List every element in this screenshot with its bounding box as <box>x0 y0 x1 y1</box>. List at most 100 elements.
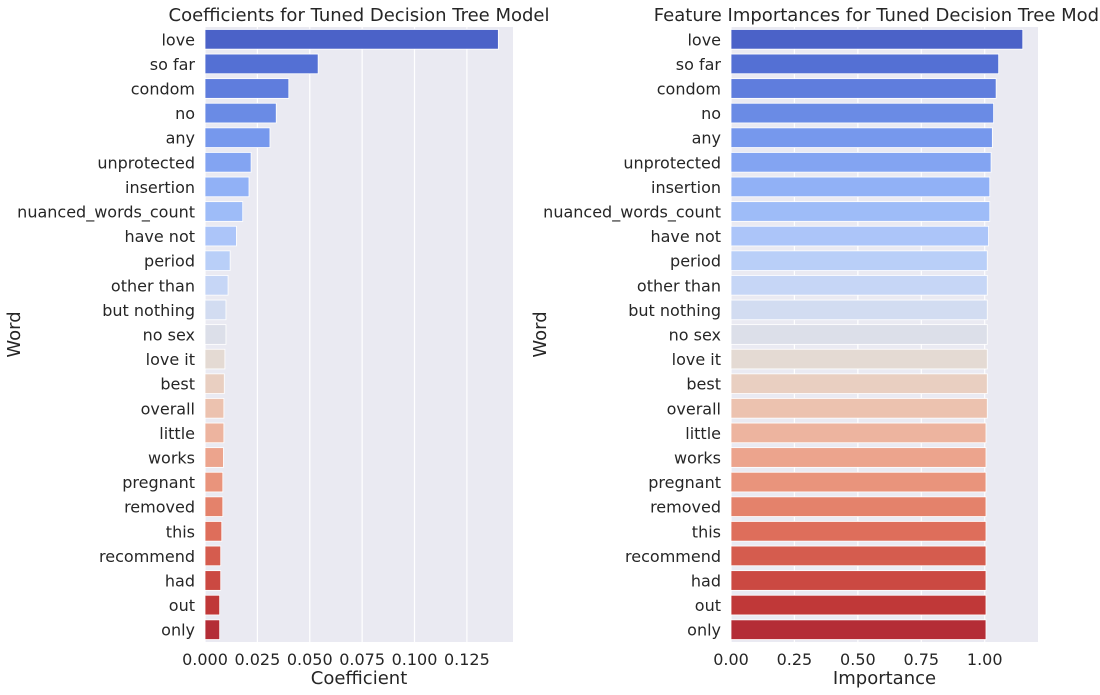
bar <box>204 447 224 468</box>
bar <box>730 53 1000 75</box>
word-label: no <box>175 104 195 123</box>
word-label: recommend <box>99 547 195 566</box>
bar <box>204 619 221 640</box>
word-label: so far <box>676 55 722 74</box>
word-label: but nothing <box>102 301 195 320</box>
coefficients-word-labels: love so far condom no any unprotected insertio… <box>17 30 195 639</box>
bar <box>204 127 271 148</box>
word-label: best <box>160 375 195 394</box>
bar <box>730 29 1024 50</box>
bar <box>204 521 223 542</box>
word-label: removed <box>124 498 195 517</box>
bar <box>730 250 988 271</box>
word-label: overall <box>667 399 721 418</box>
importances-chart-title: Feature Importances for Tuned Decision T… <box>654 5 1100 26</box>
x-tick-label: 1.00 <box>967 650 1003 669</box>
word-label: nuanced_words_count <box>17 203 195 223</box>
importances-word-labels: love so far condom no any unprotected insertio… <box>543 30 721 639</box>
word-label: little <box>685 424 721 443</box>
word-label: love it <box>672 350 721 369</box>
importances-bars <box>730 29 1024 640</box>
word-label: pregnant <box>648 473 721 492</box>
bar <box>730 447 987 468</box>
bar <box>730 176 991 198</box>
bar <box>204 324 227 345</box>
word-label: insertion <box>651 178 721 197</box>
importances-x-axis-label: Importance <box>833 668 936 689</box>
word-label: unprotected <box>97 153 195 172</box>
bar <box>204 422 225 444</box>
word-label: recommend <box>625 547 721 566</box>
bar <box>204 299 227 321</box>
importances-y-axis-label: Word <box>530 311 551 357</box>
word-label: only <box>161 621 195 640</box>
word-label: have not <box>124 227 195 246</box>
word-label: other than <box>637 276 721 295</box>
word-label: out <box>169 596 195 615</box>
bar <box>730 545 987 567</box>
bar <box>204 78 290 99</box>
x-tick-label: 0.050 <box>287 650 333 669</box>
bar <box>204 250 231 271</box>
x-tick-label: 0.50 <box>840 650 876 669</box>
word-label: works <box>674 449 721 468</box>
bar <box>730 152 992 173</box>
bar <box>730 78 997 99</box>
bar <box>204 373 225 394</box>
word-label: no sex <box>669 326 721 345</box>
x-tick-label: 0.025 <box>234 650 280 669</box>
x-tick-label: 0.25 <box>777 650 813 669</box>
importances-chart: love so far condom no any unprotected insertio… <box>530 5 1100 689</box>
x-tick-label: 0.075 <box>339 650 385 669</box>
word-label: love <box>161 30 195 49</box>
bar <box>204 570 222 591</box>
word-label: period <box>144 252 195 271</box>
word-label: works <box>148 449 195 468</box>
word-label: condom <box>131 80 195 99</box>
bar <box>730 570 987 591</box>
word-label: nuanced_words_count <box>543 203 721 223</box>
word-label: other than <box>111 276 195 295</box>
x-tick-label: 0.75 <box>903 650 939 669</box>
word-label: period <box>670 252 721 271</box>
bar <box>730 471 987 493</box>
bar <box>730 127 993 148</box>
coefficients-chart-title: Coefficients for Tuned Decision Tree Mod… <box>169 5 550 26</box>
word-label: removed <box>650 498 721 517</box>
bar <box>204 53 319 75</box>
x-tick-label: 0.00 <box>713 650 749 669</box>
bar <box>730 225 989 247</box>
bar <box>730 299 988 321</box>
bar <box>204 348 226 370</box>
word-label: this <box>692 522 721 541</box>
bar <box>730 201 991 222</box>
bar <box>730 594 987 616</box>
x-tick-label: 0.125 <box>444 650 490 669</box>
word-label: condom <box>657 80 721 99</box>
coefficients-x-ticks: 0.000 0.025 0.050 0.075 0.100 0.125 <box>182 650 490 669</box>
word-label: this <box>166 522 195 541</box>
x-tick-label: 0.000 <box>182 650 228 669</box>
word-label: so far <box>150 55 196 74</box>
bar <box>204 176 250 198</box>
word-label: no <box>701 104 721 123</box>
coefficients-bars <box>204 29 499 640</box>
bar <box>730 521 987 542</box>
word-label: love it <box>146 350 195 369</box>
word-label: insertion <box>125 178 195 197</box>
word-label: had <box>165 572 195 591</box>
bar <box>204 275 229 296</box>
word-label: any <box>166 129 195 148</box>
bar <box>204 398 225 419</box>
bar <box>730 398 988 419</box>
bar <box>204 471 224 493</box>
word-label: pregnant <box>122 473 195 492</box>
word-label: but nothing <box>628 301 721 320</box>
bar <box>730 324 988 345</box>
importances-x-ticks: 0.00 0.25 0.50 0.75 1.00 <box>713 650 1002 669</box>
bar <box>730 422 987 444</box>
bar <box>204 29 499 50</box>
bar <box>730 348 988 370</box>
bar <box>730 373 988 394</box>
bar <box>730 619 987 640</box>
